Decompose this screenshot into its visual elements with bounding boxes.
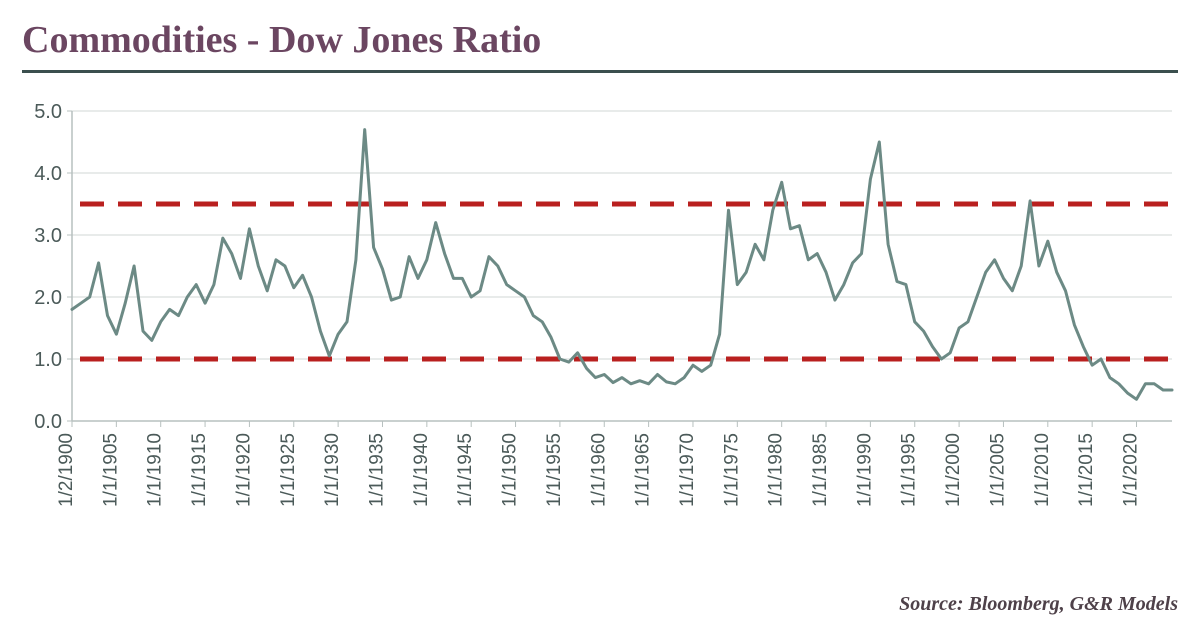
svg-text:1/1/1960: 1/1/1960 [588,433,609,507]
svg-text:1/1/2020: 1/1/2020 [1121,433,1142,507]
line-chart: 0.0 1.0 2.0 3.0 4.0 5.0 1/2/1900 1/1/1905 1/1/19… [22,101,1178,541]
svg-text:1/1/1990: 1/1/1990 [854,433,875,507]
svg-text:1/1/1935: 1/1/1935 [366,433,387,507]
svg-text:1/1/1975: 1/1/1975 [721,433,742,507]
title-underline [22,70,1178,73]
svg-text:4.0: 4.0 [34,163,62,185]
svg-text:1/1/1940: 1/1/1940 [411,433,432,507]
svg-text:1/1/1995: 1/1/1995 [899,433,920,507]
source-attribution: Source: Bloomberg, G&R Models [899,593,1178,616]
svg-text:1/1/1905: 1/1/1905 [100,433,121,507]
svg-text:1/1/1980: 1/1/1980 [766,433,787,507]
svg-text:0.0: 0.0 [34,411,62,433]
svg-text:1/1/1970: 1/1/1970 [677,433,698,507]
svg-text:1.0: 1.0 [34,349,62,371]
svg-text:1/1/2010: 1/1/2010 [1032,433,1053,507]
svg-text:1/1/1910: 1/1/1910 [145,433,166,507]
svg-text:5.0: 5.0 [34,101,62,123]
svg-text:3.0: 3.0 [34,225,62,247]
svg-text:1/1/2000: 1/1/2000 [943,433,964,507]
svg-text:1/1/1920: 1/1/1920 [233,433,254,507]
svg-text:1/1/1930: 1/1/1930 [322,433,343,507]
svg-text:1/1/1955: 1/1/1955 [544,433,565,507]
svg-text:1/1/1945: 1/1/1945 [455,433,476,507]
chart-area: 0.0 1.0 2.0 3.0 4.0 5.0 1/2/1900 1/1/1905 1/1/19… [22,101,1178,541]
chart-title: Commodities - Dow Jones Ratio [22,18,1178,62]
svg-text:1/2/1900: 1/2/1900 [56,433,77,507]
svg-text:1/1/2005: 1/1/2005 [987,433,1008,507]
svg-text:1/1/1985: 1/1/1985 [810,433,831,507]
svg-text:1/1/2015: 1/1/2015 [1076,433,1097,507]
svg-text:1/1/1950: 1/1/1950 [500,433,521,507]
svg-text:1/1/1915: 1/1/1915 [189,433,210,507]
svg-text:2.0: 2.0 [34,287,62,309]
svg-text:1/1/1925: 1/1/1925 [278,433,299,507]
svg-text:1/1/1965: 1/1/1965 [633,433,654,507]
